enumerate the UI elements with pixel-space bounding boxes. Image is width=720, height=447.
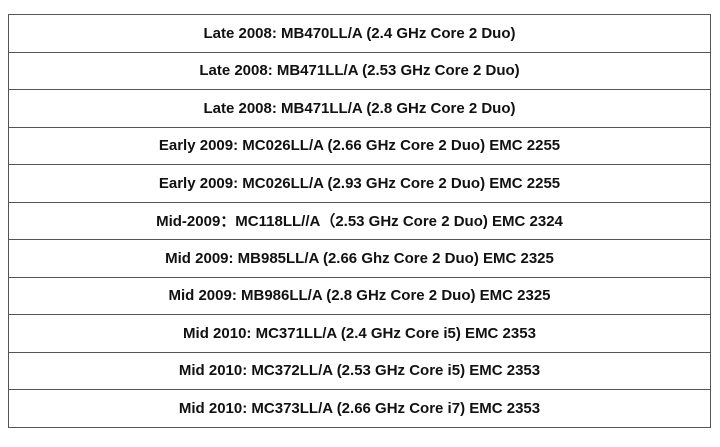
table-row: Mid-2009：MC118LL//A（2.53 GHz Core 2 Duo)…: [8, 201, 711, 240]
table-cell: Late 2008: MB471LL/A (2.8 GHz Core 2 Duo…: [8, 89, 711, 128]
table-cell: Late 2008: MB471LL/A (2.53 GHz Core 2 Du…: [8, 51, 711, 90]
table-row: Early 2009: MC026LL/A (2.93 GHz Core 2 D…: [8, 164, 711, 203]
table-row: Early 2009: MC026LL/A (2.66 GHz Core 2 D…: [8, 126, 711, 165]
table-cell: Late 2008: MB470LL/A (2.4 GHz Core 2 Duo…: [8, 14, 711, 53]
table-row: Late 2008: MB470LL/A (2.4 GHz Core 2 Duo…: [8, 14, 711, 53]
table-wrapper: Late 2008: MB470LL/A (2.4 GHz Core 2 Duo…: [8, 14, 711, 428]
model-table: Late 2008: MB470LL/A (2.4 GHz Core 2 Duo…: [8, 14, 711, 428]
table-cell: Early 2009: MC026LL/A (2.66 GHz Core 2 D…: [8, 126, 711, 165]
table-cell: Mid 2010: MC372LL/A (2.53 GHz Core i5) E…: [8, 351, 711, 390]
table-body: Late 2008: MB470LL/A (2.4 GHz Core 2 Duo…: [8, 14, 711, 428]
table-cell: Mid 2010: MC373LL/A (2.66 GHz Core i7) E…: [8, 389, 711, 428]
table-row: Mid 2009: MB985LL/A (2.66 Ghz Core 2 Duo…: [8, 239, 711, 278]
table-cell: Mid-2009：MC118LL//A（2.53 GHz Core 2 Duo)…: [8, 201, 711, 240]
table-row: Mid 2009: MB986LL/A (2.8 GHz Core 2 Duo)…: [8, 276, 711, 315]
table-cell: Mid 2009: MB985LL/A (2.66 Ghz Core 2 Duo…: [8, 239, 711, 278]
table-cell: Mid 2009: MB986LL/A (2.8 GHz Core 2 Duo)…: [8, 276, 711, 315]
table-row: Late 2008: MB471LL/A (2.53 GHz Core 2 Du…: [8, 51, 711, 90]
table-row: Mid 2010: MC373LL/A (2.66 GHz Core i7) E…: [8, 389, 711, 428]
table-row: Mid 2010: MC372LL/A (2.53 GHz Core i5) E…: [8, 351, 711, 390]
table-row: Mid 2010: MC371LL/A (2.4 GHz Core i5) EM…: [8, 314, 711, 353]
table-row: Late 2008: MB471LL/A (2.8 GHz Core 2 Duo…: [8, 89, 711, 128]
table-cell: Early 2009: MC026LL/A (2.93 GHz Core 2 D…: [8, 164, 711, 203]
table-cell: Mid 2010: MC371LL/A (2.4 GHz Core i5) EM…: [8, 314, 711, 353]
